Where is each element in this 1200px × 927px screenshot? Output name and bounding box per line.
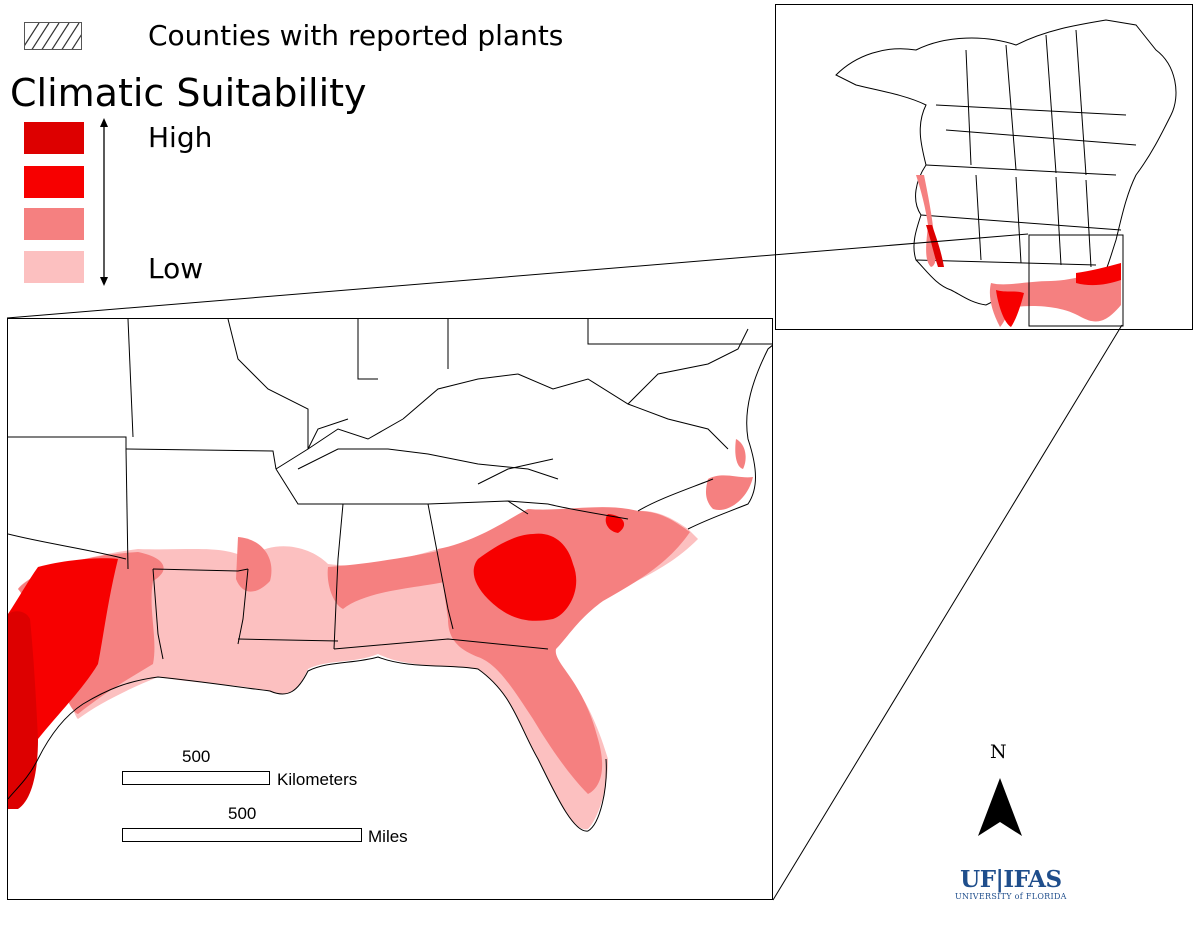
ufifas-logo: UF|IFAS UNIVERSITY of FLORIDA xyxy=(955,868,1067,902)
hatch-legend-label: Counties with reported plants xyxy=(148,19,564,52)
north-arrow-icon xyxy=(978,778,1022,836)
inset-map xyxy=(775,4,1193,330)
inset-georgia-region xyxy=(1076,263,1121,286)
scale-arrow-icon xyxy=(100,118,108,286)
legend-low-label: Low xyxy=(148,252,204,285)
scale-mi-unit: Miles xyxy=(368,827,408,846)
scale-mi-value: 500 xyxy=(228,804,257,823)
legend-title: Climatic Suitability xyxy=(10,71,367,115)
suitability-high-region xyxy=(8,611,38,809)
swatch-low xyxy=(24,251,84,283)
main-map xyxy=(7,318,773,900)
swatch-high xyxy=(24,122,84,154)
swatch-medium-low xyxy=(24,208,84,240)
scale-bar-km xyxy=(122,771,270,785)
logo-sub-text: UNIVERSITY of FLORIDA xyxy=(955,892,1067,901)
scale-km-value: 500 xyxy=(182,747,211,766)
north-label: N xyxy=(990,741,1007,763)
scale-bar-mi xyxy=(122,828,362,842)
scale-km-unit: Kilometers xyxy=(277,770,358,789)
north-america-outline xyxy=(835,19,1177,306)
hatch-pattern-icon xyxy=(25,23,81,49)
logo-main-text: UF|IFAS xyxy=(960,866,1062,893)
hatch-swatch xyxy=(24,22,82,50)
atlantic-coastline xyxy=(687,345,772,530)
legend-high-label: High xyxy=(148,121,213,154)
swatch-medium-high xyxy=(24,166,84,198)
state-boundaries xyxy=(8,319,772,660)
gulf-coastline xyxy=(8,656,607,832)
